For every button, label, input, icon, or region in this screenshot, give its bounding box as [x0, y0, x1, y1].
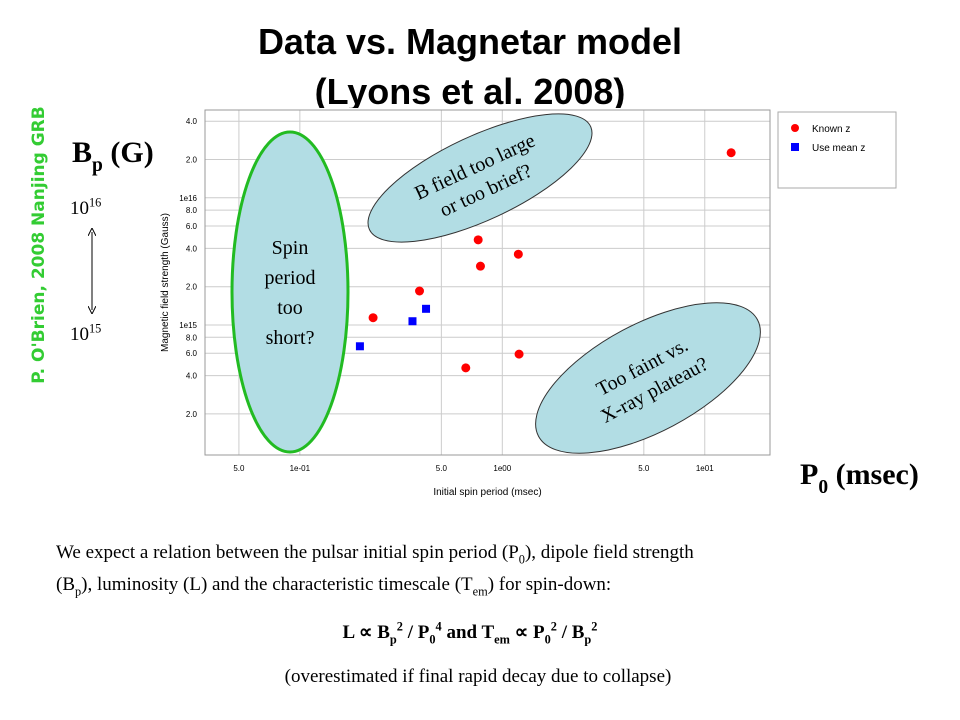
subscript: p: [75, 585, 81, 599]
point: [461, 363, 471, 373]
text-run: / P: [403, 622, 430, 643]
text-run: / B: [557, 622, 585, 643]
text-run: L ∝ B: [343, 622, 391, 643]
x-tick-label: 1e01: [696, 464, 714, 473]
callout-shape: [230, 130, 350, 454]
callout-shape: [535, 302, 761, 454]
rich-text: 1015: [70, 321, 101, 345]
callout-text: Spin: [272, 237, 309, 259]
subscript: 0: [545, 633, 551, 647]
point: [368, 313, 378, 323]
supscript: 4: [436, 619, 442, 633]
text-run: P: [800, 458, 818, 491]
point: [514, 349, 524, 359]
title-line: (Lyons et al. 2008): [315, 71, 626, 112]
callout: Spin period too short?: [230, 130, 350, 454]
supscript: 2: [397, 619, 403, 633]
callout-text: too: [277, 297, 303, 319]
x-tick-label: 5.0: [638, 464, 650, 473]
text-run: 10: [70, 324, 89, 345]
text-run: ), dipole field strength: [525, 542, 694, 563]
subscript: em: [473, 585, 488, 599]
rich-text: We expect a relation between the pulsar …: [56, 542, 694, 567]
subscript: 0: [818, 477, 828, 498]
text-run: We expect a relation between the pulsar …: [56, 542, 519, 563]
x-tick-label: 1e00: [493, 464, 511, 473]
subscript: 0: [519, 553, 525, 567]
point: [415, 286, 425, 296]
text-run: and T: [442, 622, 495, 643]
legend-label: Known z: [812, 124, 850, 135]
callout-text: period: [264, 267, 315, 289]
point: [513, 249, 523, 259]
x-tick-label: 1e-01: [290, 464, 311, 473]
supscript: 15: [89, 321, 101, 335]
text-run: (B: [56, 574, 75, 595]
credit: P. O'Brien, 2008 Nanjing GRB: [29, 106, 49, 383]
y-tick-label: 4.0: [186, 372, 198, 381]
rich-text: P0 (msec): [800, 458, 919, 498]
rich-text: (Bp), luminosity (L) and the characteris…: [56, 574, 611, 599]
text-run: (G): [103, 136, 154, 169]
subscript: p: [390, 633, 397, 647]
y-tick-label: 4.0: [186, 244, 198, 253]
supscript: 2: [591, 619, 597, 633]
point: [473, 235, 483, 245]
y-tick-label: 8.0: [186, 206, 198, 215]
text-run: ∝ P: [510, 622, 545, 643]
legend-label: Use mean z: [812, 143, 865, 154]
legend-swatch: [791, 124, 799, 132]
title-line: Data vs. Magnetar model: [258, 21, 682, 62]
text-run: B: [72, 136, 92, 169]
text-run: ) for spin-down:: [488, 574, 611, 595]
rich-text: L ∝ Bp2 / P04 and Tem ∝ P02 / Bp2: [343, 619, 598, 646]
note: (overestimated if final rapid decay due …: [285, 666, 672, 687]
x-tick-label: 5.0: [233, 464, 245, 473]
text-run: (msec): [828, 458, 919, 491]
text-run: ), luminosity (L) and the characteristic…: [81, 574, 473, 595]
point: [422, 304, 431, 313]
point: [408, 317, 417, 326]
point: [726, 148, 736, 158]
point: [475, 261, 485, 271]
y-tick-label: 1e15: [179, 321, 197, 330]
plot-frame: [204, 109, 771, 456]
point: [355, 342, 364, 351]
supscript: 16: [89, 195, 101, 209]
y-tick-label: 2.0: [186, 155, 198, 164]
y-tick-label: 2.0: [186, 410, 198, 419]
y-tick-label: 6.0: [186, 349, 198, 358]
x-axis-label: Initial spin period (msec): [433, 487, 541, 498]
y-tick-label: 4.0: [186, 117, 198, 126]
supscript: 2: [551, 619, 557, 633]
subscript: em: [494, 633, 510, 647]
y-axis-label: Magnetic field strength (Gauss): [160, 213, 171, 352]
y-tick-label: 1e16: [179, 194, 197, 203]
legend-swatch: [791, 143, 799, 151]
y-tick-label: 8.0: [186, 333, 198, 342]
y-tick-label: 6.0: [186, 222, 198, 231]
rich-text: 1016: [70, 195, 101, 219]
callout-shape: [367, 113, 593, 243]
y-tick-label: 2.0: [186, 283, 198, 292]
subscript: 0: [429, 633, 435, 647]
callout-text: short?: [266, 327, 315, 349]
x-tick-label: 5.0: [436, 464, 448, 473]
text-run: 10: [70, 198, 89, 219]
rich-text: Bp (G): [72, 136, 154, 176]
subscript: p: [584, 633, 591, 647]
subscript: p: [92, 155, 103, 176]
